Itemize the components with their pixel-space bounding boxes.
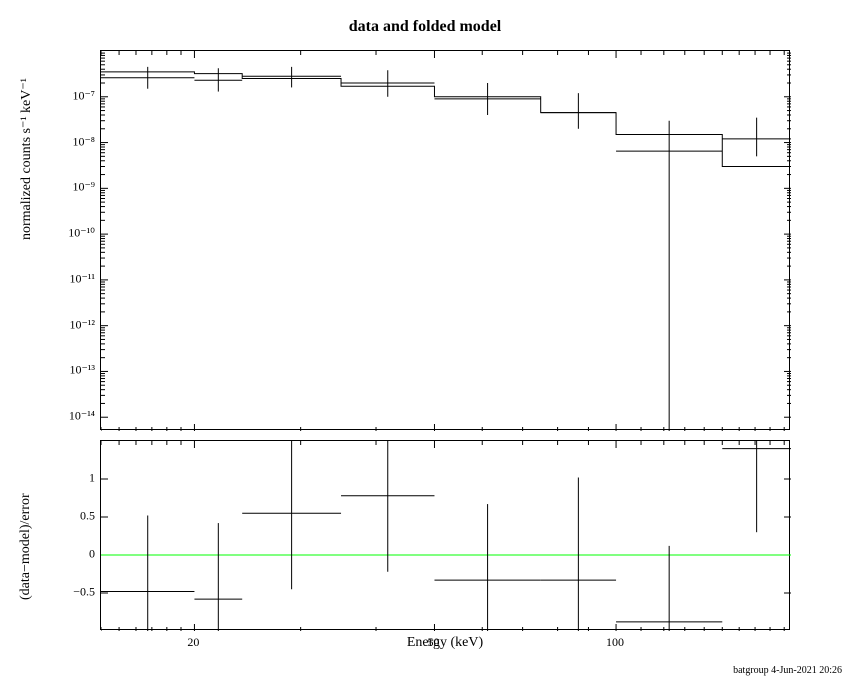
plot-container: Energy (keV) 2050100 10⁻¹⁴10⁻¹³10⁻¹²10⁻¹… <box>100 50 790 630</box>
y-tick-label-bottom: 0.5 <box>80 509 95 524</box>
y-tick-label-top: 10⁻¹³ <box>69 363 95 378</box>
y-tick-label-top: 10⁻⁹ <box>72 180 95 195</box>
y-tick-label-top: 10⁻¹⁰ <box>68 226 95 241</box>
y-tick-label-bottom: 0 <box>89 547 95 562</box>
top-panel <box>100 50 790 430</box>
model-step-line <box>101 72 791 167</box>
x-tick-label: 50 <box>427 635 439 650</box>
y-tick-label-bottom: −0.5 <box>73 585 95 600</box>
y-tick-label-top: 10⁻⁸ <box>72 134 95 149</box>
x-tick-label: 100 <box>606 635 624 650</box>
x-axis-label: Energy (keV) <box>100 635 790 651</box>
top-panel-svg <box>101 51 791 431</box>
y-tick-label-bottom: 1 <box>89 471 95 486</box>
y-tick-label-top: 10⁻¹¹ <box>69 271 95 286</box>
y-tick-label-top: 10⁻¹² <box>69 317 95 332</box>
y-axis-label-top: normalized counts s⁻¹ keV⁻¹ <box>18 78 35 240</box>
x-tick-label: 20 <box>187 635 199 650</box>
bottom-panel-svg <box>101 441 791 631</box>
footer-text: batgroup 4-Jun-2021 20:26 <box>733 665 842 676</box>
y-tick-label-top: 10⁻⁷ <box>72 88 95 103</box>
y-tick-label-top: 10⁻¹⁴ <box>69 409 95 424</box>
bottom-panel <box>100 440 790 630</box>
chart-title: data and folded model <box>0 18 850 36</box>
y-axis-label-bottom: (data−model)/error <box>18 493 34 600</box>
